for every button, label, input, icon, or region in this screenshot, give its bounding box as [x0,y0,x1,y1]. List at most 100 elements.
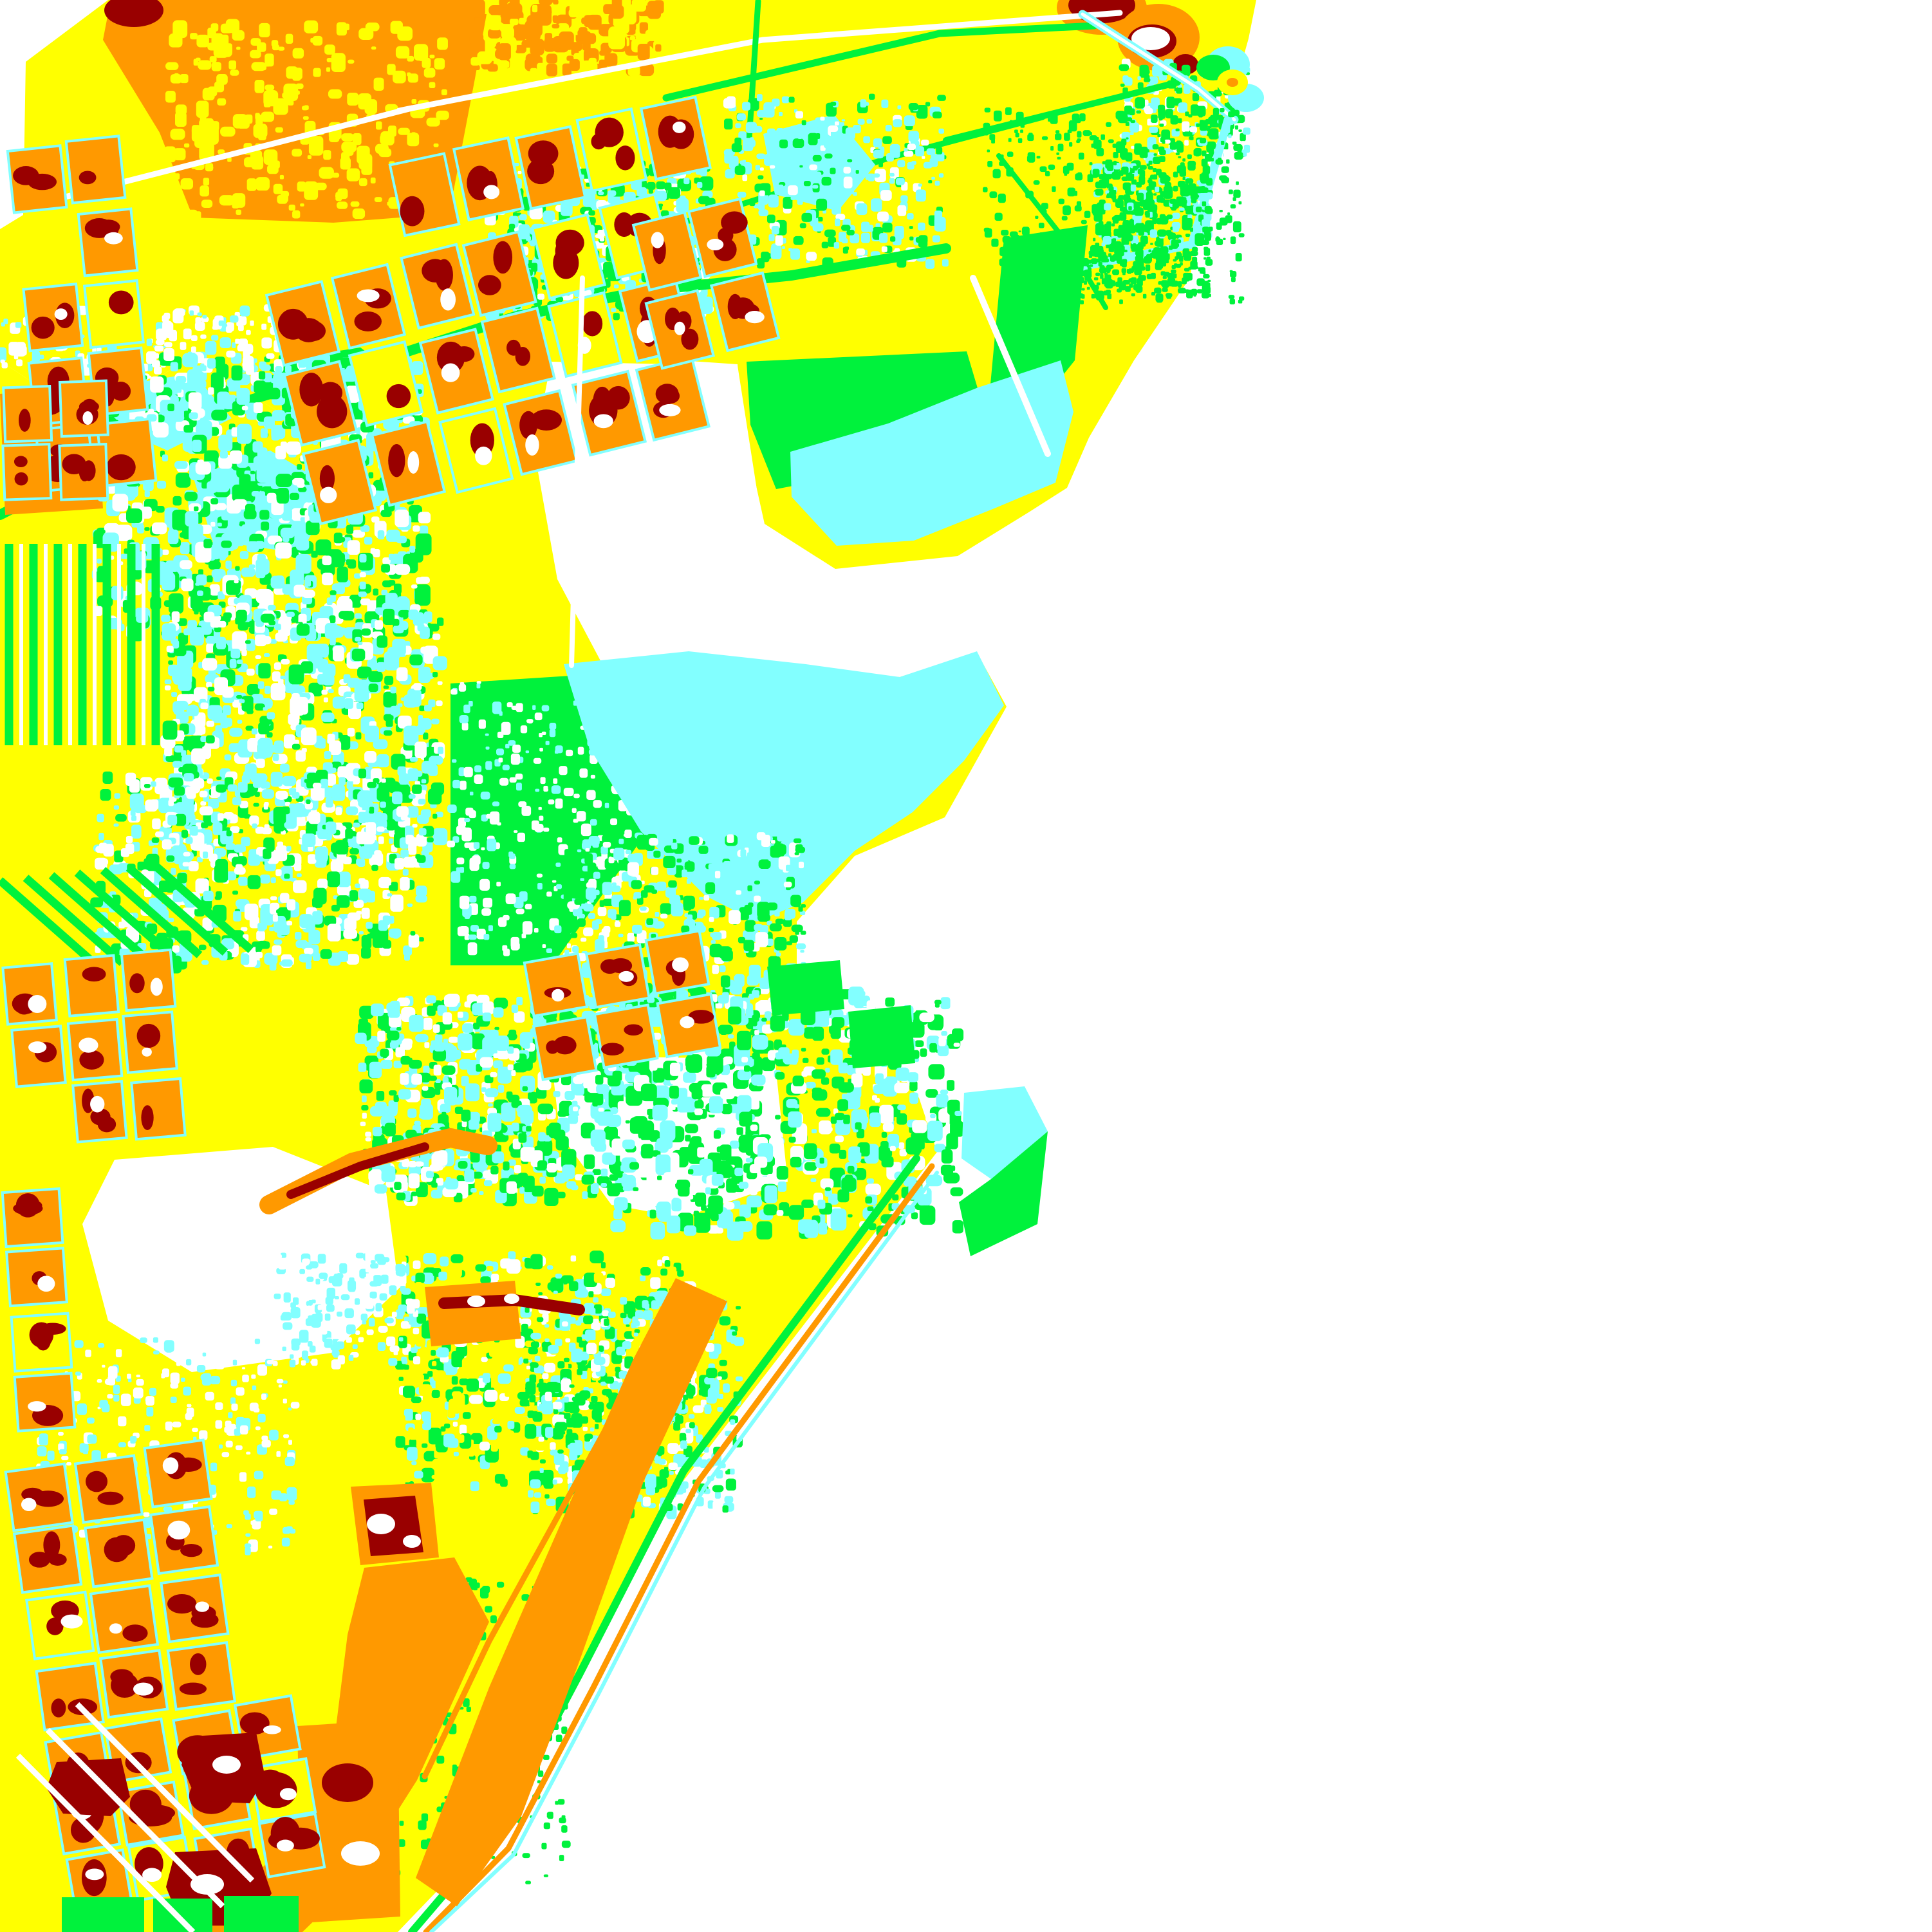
corridor-mottle [250,320,254,326]
cyan-mottle-ne [769,165,776,169]
green-speckle-ne [1228,295,1235,299]
mottle-midwest [306,799,311,804]
green-speckle-ne [1106,270,1110,274]
mottle-midwest [344,918,357,931]
orange-streaks-north [488,28,501,39]
cyan-mottle-ne [889,172,895,177]
green-speckle-ne [1162,179,1166,181]
mottle-midwest [270,772,283,787]
green-mottle-north-center [632,183,638,188]
white-speckle-green-fields [467,942,478,956]
wetland-mottle-main [322,555,332,566]
cyan-mottle-ne [781,96,790,104]
white-speckle-green-fields [483,897,493,908]
wetland-mottle-main [381,590,388,596]
green-mottle-north-center [518,224,530,239]
mottle-midwest [144,784,151,788]
wetland-mottle-south [241,649,247,656]
white-speckle-green-fields [456,857,465,865]
mottle-midwest [249,815,259,826]
orange-streaks-north [469,0,485,18]
green-speckle-ne [1174,263,1178,268]
white-speckle-green-fields [516,783,522,791]
green-mottle-ne-b [1106,245,1110,248]
mottle-midwest [358,812,367,824]
green-speckle-ne [1089,135,1098,141]
green-mottle-north-center [598,191,604,196]
green-mottle-north-center [523,205,531,211]
cyan-mottle-ne [882,136,892,144]
wetland-mottle-south [257,738,273,758]
green-mottle-ne-b [1108,253,1111,257]
orange-streaks-north [519,17,526,24]
wetland-mottle-south [254,703,265,711]
green-speckle-ne [991,238,999,247]
wetland-mottle-main [382,557,391,565]
mottle-midwest [414,781,420,786]
wetland-mottle-main [175,472,191,488]
yellow-speckle-on-orange [418,55,425,61]
white-speckle-green-fields [590,819,597,826]
wetland-mottle-main [156,480,167,489]
mottle-midwest [327,924,341,942]
green-mottle-ne-a [1202,201,1207,207]
yellow-speckle-on-orange [310,37,316,43]
yellow-speckle-on-orange [387,201,391,206]
green-mottle-ne-b [1100,274,1104,279]
yellow-speckle-on-orange [217,98,227,106]
green-speckle-ne [1099,267,1108,274]
yellow-speckle-on-orange [352,208,366,219]
green-mottle-ne-a [1102,236,1111,245]
white-speckle-green-fields [546,948,553,953]
wetland-mottle-main [195,461,211,475]
wetland-mottle-main [232,484,248,502]
white-speckle-green-fields [586,790,596,800]
white-speckle-green-fields [590,774,595,779]
wetland-mottle-south [229,658,237,669]
cyan-mottle-ne [869,93,875,100]
wetland-mottle-main [267,387,281,400]
wetland-mottle-south [389,838,394,844]
green-speckle-ne [1147,165,1154,170]
mottle-midwest [257,922,266,932]
green-mottle-ne-corner [1234,151,1243,160]
orange-streaks-north [525,53,541,68]
wetland-mottle-south [263,707,268,711]
corridor-mottle [260,364,271,371]
wetland-mottle-main [254,380,266,394]
wetland-mottle-main [118,525,125,530]
orange-streaks-north [553,0,559,5]
cyan-mottle-ne [934,210,943,221]
green-mottle-ne-corner [1243,127,1250,135]
cyan-mottle-ne [831,205,842,215]
green-mottle-ne-b [1131,280,1135,284]
yellow-speckle-on-orange [285,33,293,44]
green-mottle-ne-b [1126,269,1130,274]
yellow-speckle-on-orange [214,39,221,43]
yellow-speckle-on-orange [433,143,439,147]
cyan-mottle-ne [925,102,931,107]
green-mottle-north-center [607,190,617,197]
wetland-mottle-main [393,583,402,594]
wetland-mottle-main [221,540,232,548]
corridor-mottle [16,359,23,367]
wetland-mottle-main [308,526,315,535]
green-speckle-ne [1167,274,1171,276]
green-speckle-ne [1212,107,1220,116]
yellow-speckle-on-orange [230,70,239,76]
wetland-mottle-south [292,792,300,799]
green-speckle-ne [1149,174,1156,180]
wetland-mottle-south [397,715,412,729]
wetland-mottle-south [361,628,371,636]
wetland-mottle-south [331,784,346,801]
wetland-mottle-south [272,671,281,682]
green-mottle-ne-a [1147,179,1153,183]
wetland-mottle-main [185,511,199,527]
cyan-mottle-ne [846,152,851,156]
yellow-speckle-on-orange [170,128,185,140]
green-mottle-ne-a [1133,165,1138,171]
green-speckle-ne [1191,288,1198,296]
green-speckle-ne [1202,121,1205,125]
wetland-mottle-main [233,517,240,525]
corridor-mottle [165,322,174,332]
